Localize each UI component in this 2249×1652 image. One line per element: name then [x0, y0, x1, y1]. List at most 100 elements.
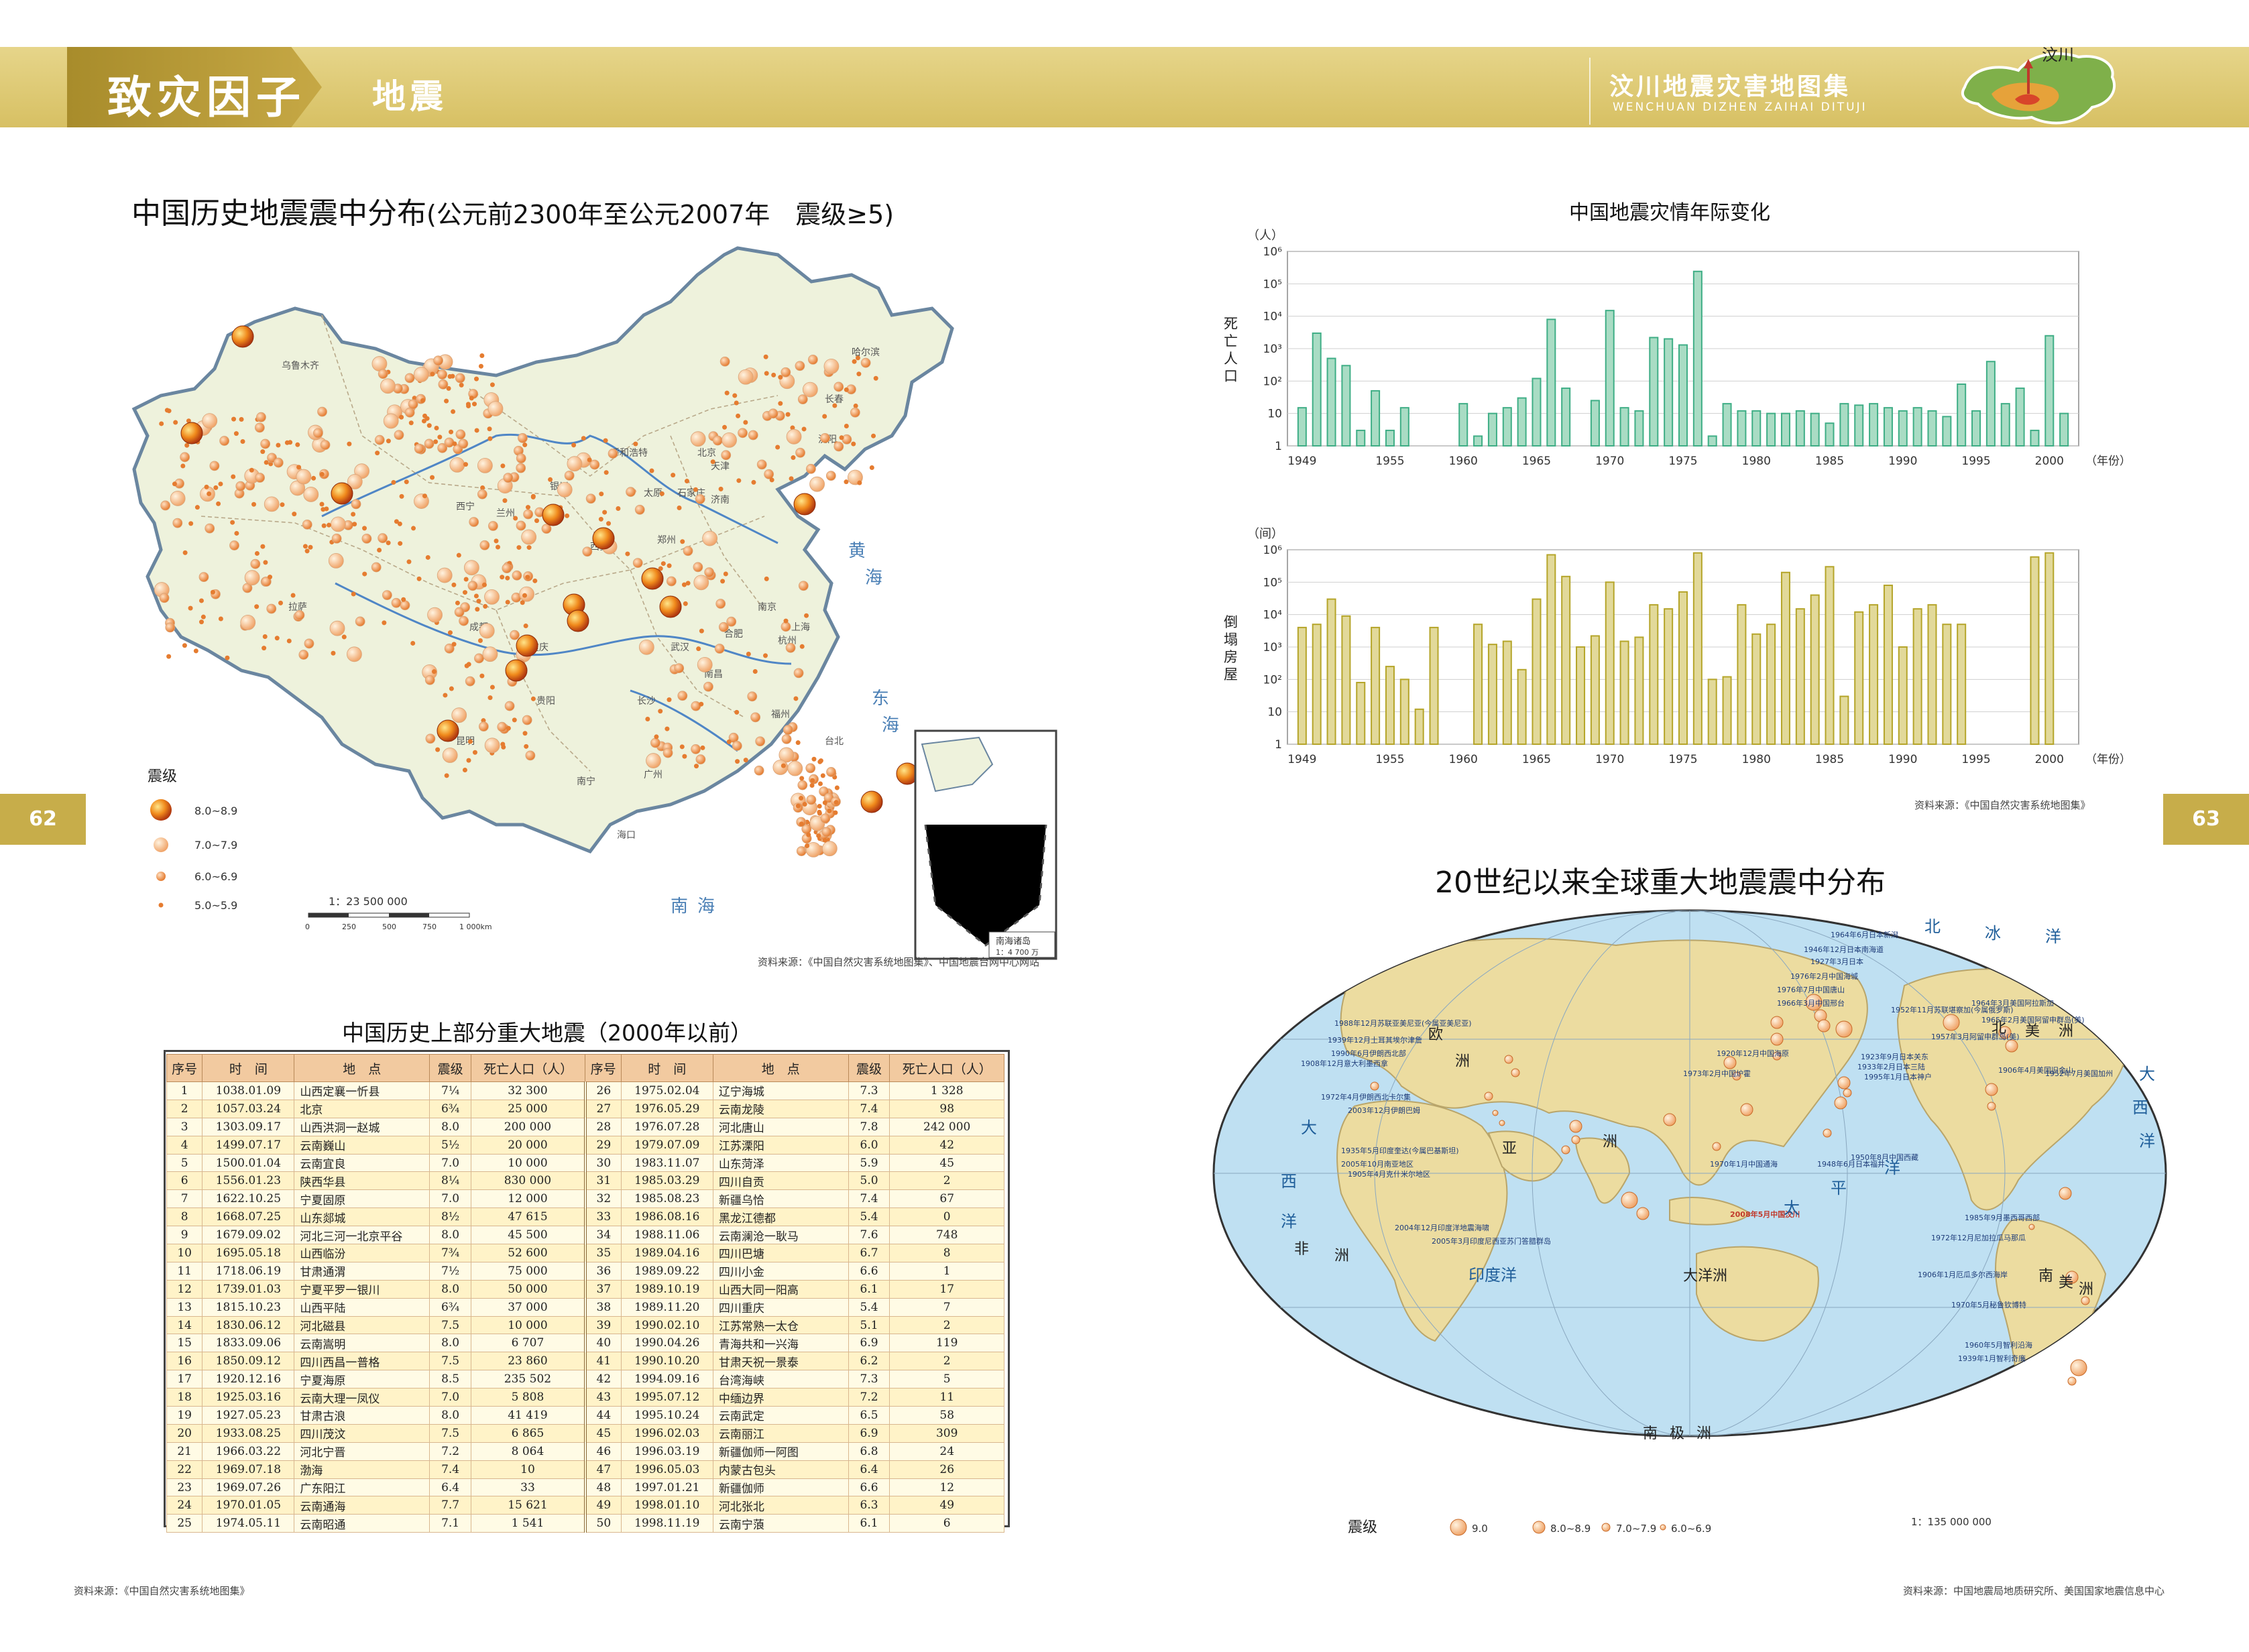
epicenter-dot-5 [408, 420, 414, 426]
bar [1312, 624, 1322, 745]
sea-label: 黄 [848, 541, 866, 561]
cell-place: 甘肃通渭 [294, 1261, 430, 1281]
cell-place: 河北唐山 [712, 1117, 849, 1136]
bar [1942, 416, 1952, 447]
world-event-label: 1950年8月中国西藏 [1851, 1153, 1918, 1162]
cell-magnitude: 7.6 [848, 1226, 890, 1245]
epicenter-dot-5 [802, 802, 807, 807]
epicenter-dot-5 [218, 616, 223, 622]
epicenter-dot-7 [778, 747, 795, 763]
bar [1692, 270, 1703, 447]
epicenter-dot-5 [764, 576, 769, 581]
y-axis-unit: （人） [1247, 229, 1283, 243]
continent-label: 洲 [1696, 1425, 1711, 1442]
cell-index: 42 [583, 1370, 622, 1389]
cell-place: 新疆乌恰 [712, 1189, 849, 1209]
epicenter-dot-6 [820, 433, 830, 443]
bar [1780, 571, 1790, 746]
epicenter-dot-5 [487, 436, 493, 441]
world-epicenter-dot [1837, 1076, 1851, 1089]
bar [1385, 666, 1395, 745]
world-epicenter-dot [1943, 1014, 1960, 1031]
world-epicenter-dot [2059, 1187, 2072, 1200]
legend-symbol-9 [1450, 1519, 1467, 1536]
bar [1356, 682, 1366, 746]
cell-index: 13 [166, 1297, 203, 1317]
epicenter-dot-6 [755, 736, 766, 747]
epicenter-dot-5 [505, 575, 510, 581]
world-epicenter-dot [1504, 1055, 1513, 1064]
epicenter-dot-6 [695, 754, 706, 765]
epicenter-dot-5 [853, 403, 858, 408]
cell-place: 台湾海峡 [712, 1370, 849, 1389]
cell-magnitude: 8¼ [429, 1171, 471, 1191]
wenchuan-logo-map: 汶川 [1961, 46, 2116, 125]
city-label: 台北 [825, 736, 844, 747]
cell-deaths: 830 000 [470, 1171, 586, 1191]
cell-place: 山西大同一阳高 [712, 1279, 849, 1299]
sea-label: 东 [872, 689, 889, 709]
epicenter-dot-5 [351, 591, 356, 597]
epicenter-dot-8 [542, 504, 565, 526]
epicenter-dot-5 [799, 821, 804, 827]
bar [2044, 552, 2055, 745]
epicenter-dot-5 [204, 484, 209, 489]
col-header: 震级 [848, 1054, 890, 1082]
cell-date: 1969.07.26 [202, 1478, 295, 1497]
epicenter-dot-5 [446, 386, 451, 391]
cell-place: 河北张北 [712, 1496, 849, 1515]
epicenter-dot-5 [526, 545, 532, 550]
cell-index: 33 [583, 1207, 622, 1227]
svg-text:750: 750 [422, 923, 437, 931]
cell-date: 1920.12.16 [202, 1370, 295, 1389]
epicenter-dot-8 [860, 790, 883, 813]
bar [1942, 624, 1952, 745]
cell-date: 1994.09.16 [620, 1370, 713, 1389]
epicenter-dot-5 [654, 734, 659, 740]
city-label: 西宁 [456, 501, 475, 512]
epicenter-dot-5 [658, 709, 663, 714]
epicenter-dot-6 [662, 748, 673, 758]
bar [1678, 591, 1688, 745]
cell-date: 1995.10.24 [620, 1406, 713, 1425]
epicenter-dot-8 [659, 595, 682, 618]
world-scale: 1：135 000 000 [1911, 1516, 1992, 1528]
world-epicenter-dot [2005, 1039, 2018, 1053]
epicenter-dot-5 [435, 747, 441, 752]
bar [1664, 608, 1674, 745]
cell-place: 云南嵩明 [294, 1334, 430, 1353]
cell-date: 1057.03.24 [202, 1099, 295, 1118]
epicenter-dot-5 [805, 843, 810, 848]
bar [1414, 708, 1424, 746]
bar [1546, 318, 1556, 447]
continent-label: 洲 [1334, 1248, 1349, 1264]
cell-magnitude: 7½ [429, 1261, 471, 1281]
epicenter-dot-5 [173, 420, 178, 425]
epicenter-dot-6 [518, 433, 528, 443]
legend-symbol-6 [1660, 1524, 1666, 1531]
world-event-label: 1939年12月土耳其埃尔津詹 [1328, 1035, 1422, 1045]
epicenter-dot-5 [213, 485, 219, 490]
continents [1336, 931, 2129, 1421]
x-tick-label: 1975 [1668, 753, 1697, 766]
cell-place: 渤海 [294, 1460, 430, 1479]
epicenter-dot-6 [805, 763, 816, 774]
world-event-label: 1985年9月墨西哥西部 [1965, 1213, 2040, 1222]
epicenter-dot-5 [292, 512, 297, 517]
world-epicenter-dot [1499, 1120, 1505, 1126]
epicenter-dot-5 [263, 560, 268, 565]
cell-magnitude: 7.3 [848, 1081, 890, 1100]
epicenter-dot-5 [795, 740, 801, 746]
bar [1825, 566, 1835, 745]
x-tick-label: 1980 [1742, 753, 1771, 766]
legend-symbol-6 [156, 872, 166, 881]
continent-label: 欧 [1428, 1026, 1443, 1043]
continent-label: 洲 [2059, 1023, 2073, 1040]
continent-label: 非 [1294, 1241, 1309, 1258]
epicenter-dot-7 [437, 567, 453, 583]
cell-date: 1990.10.20 [620, 1352, 713, 1371]
epicenter-dot-5 [352, 522, 357, 527]
world-event-label: 1965年2月美国阿留申群岛(美) [1981, 1015, 2085, 1024]
table-row: 9 1679.09.02 河北三河一北京平谷 8.0 45 500 34 1988.11.0… [166, 1226, 1004, 1245]
world-event-label: 1995年1月日本神户 [1864, 1072, 1932, 1081]
